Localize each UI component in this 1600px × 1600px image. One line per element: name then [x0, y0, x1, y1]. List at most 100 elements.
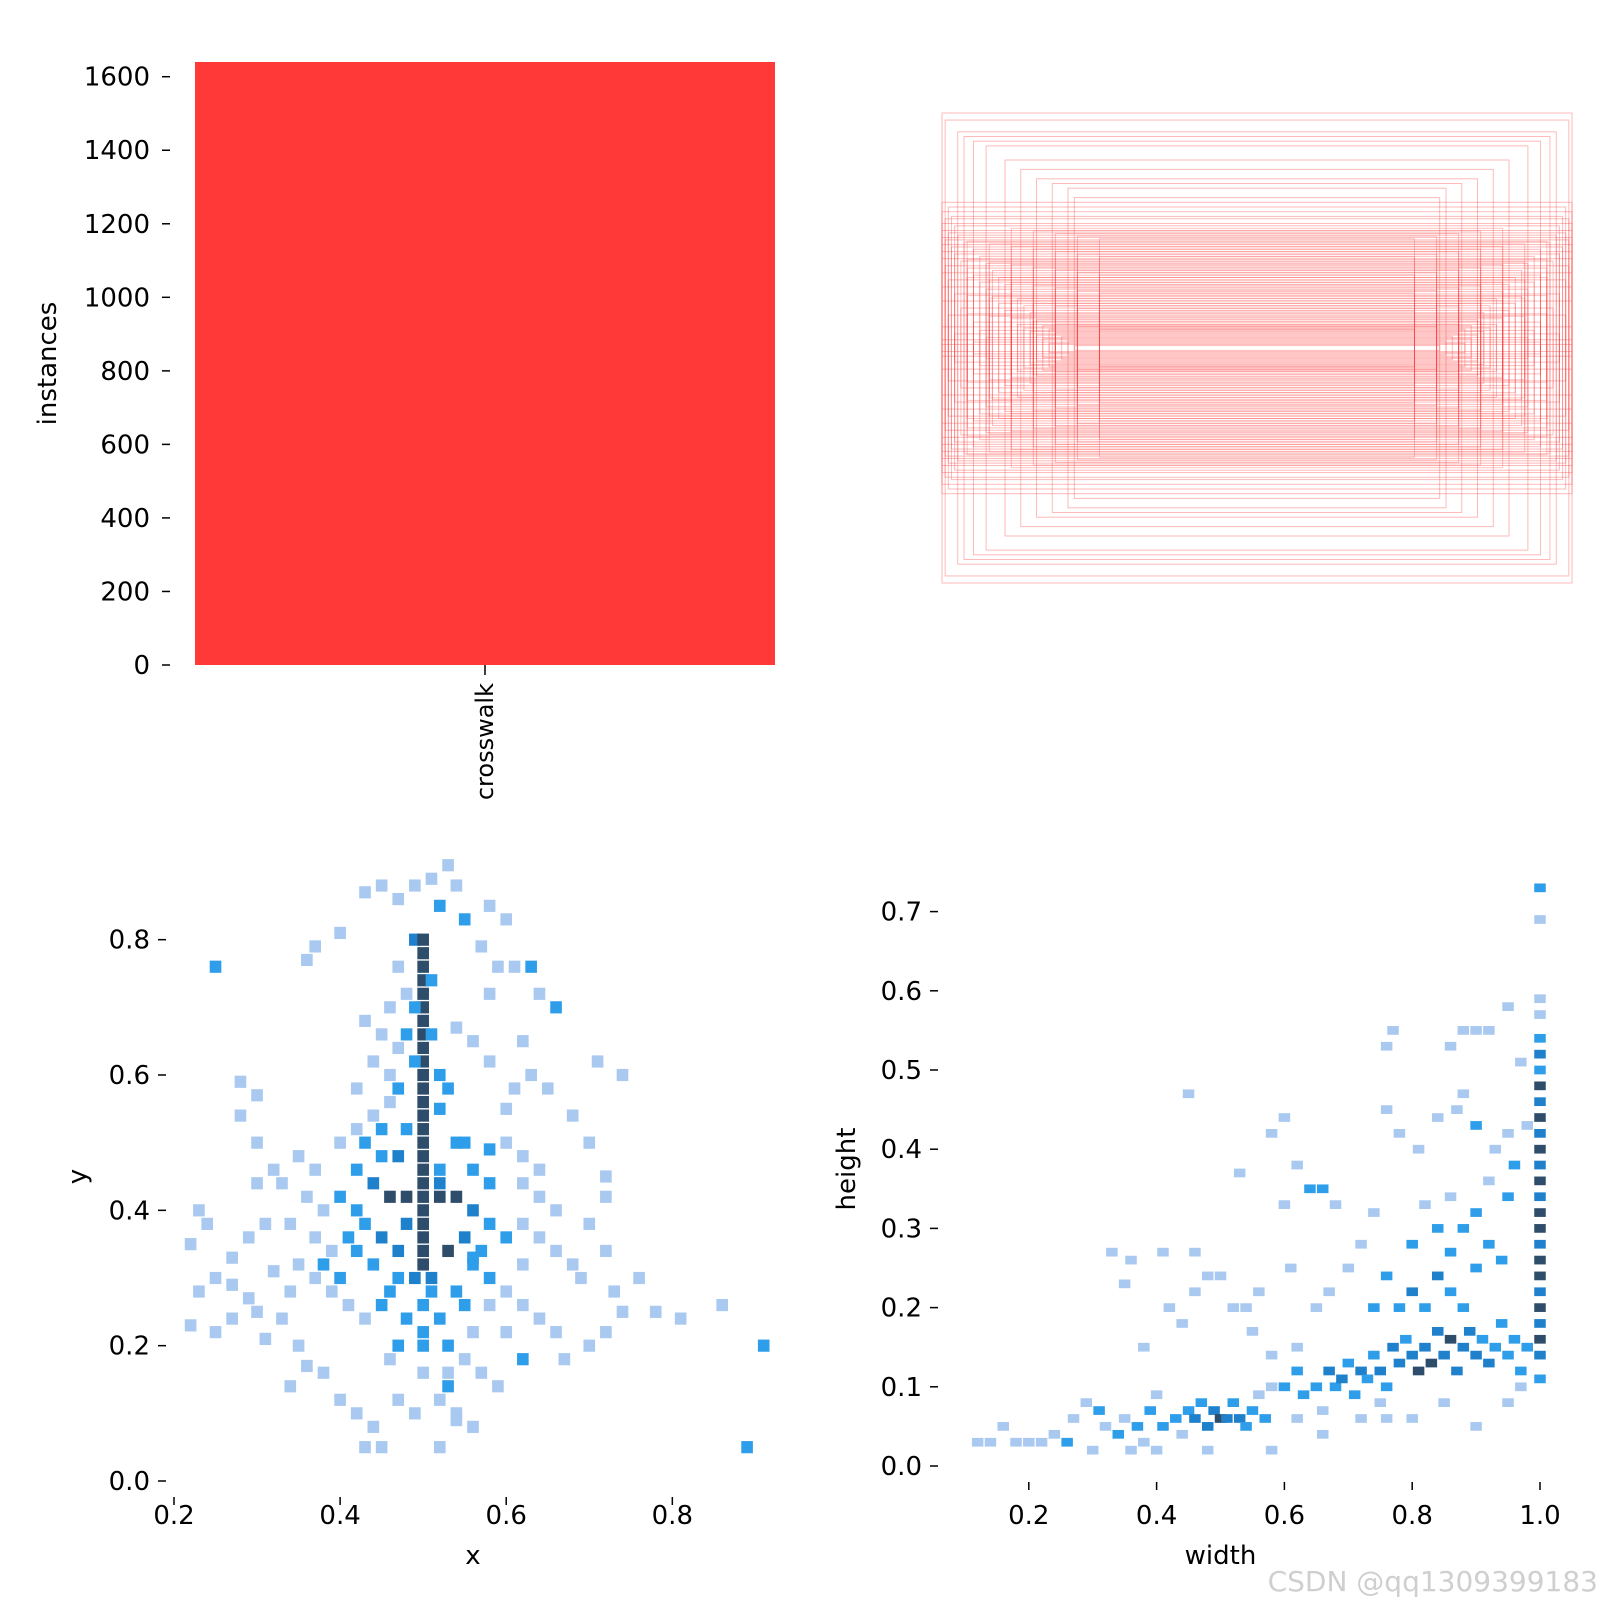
heat-cell: [1483, 1239, 1495, 1249]
y-tick-label: 200: [100, 577, 150, 607]
heat-cell: [1355, 1414, 1367, 1423]
heat-cell: [1323, 1366, 1335, 1376]
heat-cell: [392, 1082, 405, 1095]
box-outline: [1054, 323, 1460, 373]
heat-cell: [1240, 1303, 1252, 1312]
heat-cell: [433, 1312, 446, 1325]
heat-cell: [1035, 1437, 1048, 1447]
heat-cell: [417, 1326, 429, 1339]
box-outline: [1036, 334, 1478, 362]
box-outline: [966, 295, 1548, 401]
heat-cell: [367, 1109, 380, 1122]
box-outline: [1054, 287, 1460, 409]
heat-cell: [375, 1028, 388, 1041]
heat-cell: [1310, 1303, 1323, 1312]
box-outline: [941, 326, 1573, 370]
box-outline: [1099, 310, 1415, 386]
heat-cell: [492, 1380, 504, 1393]
heat-cell: [1393, 1129, 1406, 1138]
box-outline: [1076, 308, 1438, 388]
heat-cell: [525, 960, 537, 973]
heat-cell: [1534, 1160, 1546, 1170]
heat-cell: [301, 1190, 313, 1203]
y-tick-label: 0.7: [881, 898, 922, 928]
heat-cell: [433, 1177, 446, 1190]
heat-cell: [1406, 1287, 1418, 1297]
heat-cell: [392, 1041, 405, 1055]
heat-cell: [467, 1251, 479, 1264]
heat-cell: [1342, 1263, 1355, 1273]
box-outline: [947, 279, 1567, 417]
heat-cell: [284, 1380, 297, 1393]
heat-cell: [276, 1177, 288, 1190]
heat-cell: [409, 1055, 421, 1068]
box-outline: [979, 255, 1535, 441]
box-outline: [1032, 230, 1482, 466]
heat-cell: [425, 1285, 438, 1298]
heat-cell: [367, 1055, 380, 1068]
heat-cell: [1483, 1026, 1495, 1035]
heat-cell: [757, 1339, 770, 1352]
heat-cell: [1534, 1144, 1546, 1154]
heat-cell: [483, 1143, 496, 1156]
heat-cell: [1278, 1113, 1291, 1122]
heat-cell: [1348, 1390, 1361, 1400]
heat-cell: [1265, 1445, 1278, 1455]
heat-cell: [971, 1437, 984, 1447]
class-count-bar-chart: 0 200 400 600 800 1000 1200 1400 1600 crosswalk in…: [33, 62, 775, 800]
box-outline: [1099, 328, 1415, 368]
x-tick-label-crosswalk: crosswalk: [471, 683, 499, 800]
heat-cell: [375, 879, 388, 892]
heat-cell: [392, 1339, 405, 1352]
heat-cell: [1534, 1303, 1546, 1312]
heat-cell: [1483, 1358, 1495, 1368]
heat-cell: [359, 1441, 371, 1454]
heat-cell: [417, 1014, 429, 1027]
heat-cell: [384, 1068, 396, 1082]
heat-cell: [583, 1136, 596, 1149]
heat-cell: [600, 1190, 612, 1203]
heat-cell: [483, 1271, 496, 1285]
heat-cell: [1189, 1287, 1201, 1297]
heat-cell: [483, 987, 496, 1000]
heat-cell: [1534, 883, 1546, 893]
heat-cell: [417, 1136, 429, 1149]
heat-cell: [392, 1244, 405, 1258]
heat-cell: [1201, 1445, 1214, 1455]
box-outline: [973, 274, 1541, 422]
heat-cell: [417, 1217, 429, 1230]
heat-cell: [1534, 1319, 1546, 1328]
box-outline: [957, 234, 1557, 462]
heat-cell: [1521, 1121, 1533, 1130]
heat-cell: [1253, 1390, 1265, 1400]
heat-cell: [417, 1177, 429, 1190]
y-axis-label: instances: [33, 302, 63, 426]
heat-cell: [301, 953, 313, 967]
heat-cell: [276, 1312, 288, 1325]
y-tick-label: 0.4: [109, 1196, 150, 1226]
box-outline: [1054, 269, 1460, 427]
heat-cell: [417, 1109, 429, 1122]
heat-cell: [500, 1231, 513, 1244]
box-outline: [1067, 340, 1447, 356]
heat-cell: [1138, 1342, 1150, 1352]
heat-cell: [251, 1136, 263, 1149]
heat-cell: [1291, 1366, 1303, 1376]
heat-cell: [1419, 1303, 1431, 1312]
heat-cell: [1201, 1422, 1214, 1431]
y-tick-label: 0.0: [109, 1467, 150, 1497]
heat-cell: [1444, 1334, 1457, 1344]
heat-cell: [1380, 1041, 1393, 1051]
heat-cell: [342, 1231, 355, 1244]
heat-cell: [226, 1251, 238, 1264]
heat-cell: [483, 1055, 496, 1068]
box-outline: [963, 241, 1551, 455]
heat-cell: [417, 1190, 429, 1203]
heat-cell: [417, 1163, 429, 1176]
heat-cell: [1534, 1224, 1546, 1233]
heat-cell: [741, 1441, 753, 1454]
heat-cell: [384, 1285, 396, 1298]
y-tick-label: 0: [133, 651, 150, 681]
heat-cell: [1380, 1105, 1393, 1114]
heat-cell: [1118, 1279, 1131, 1289]
